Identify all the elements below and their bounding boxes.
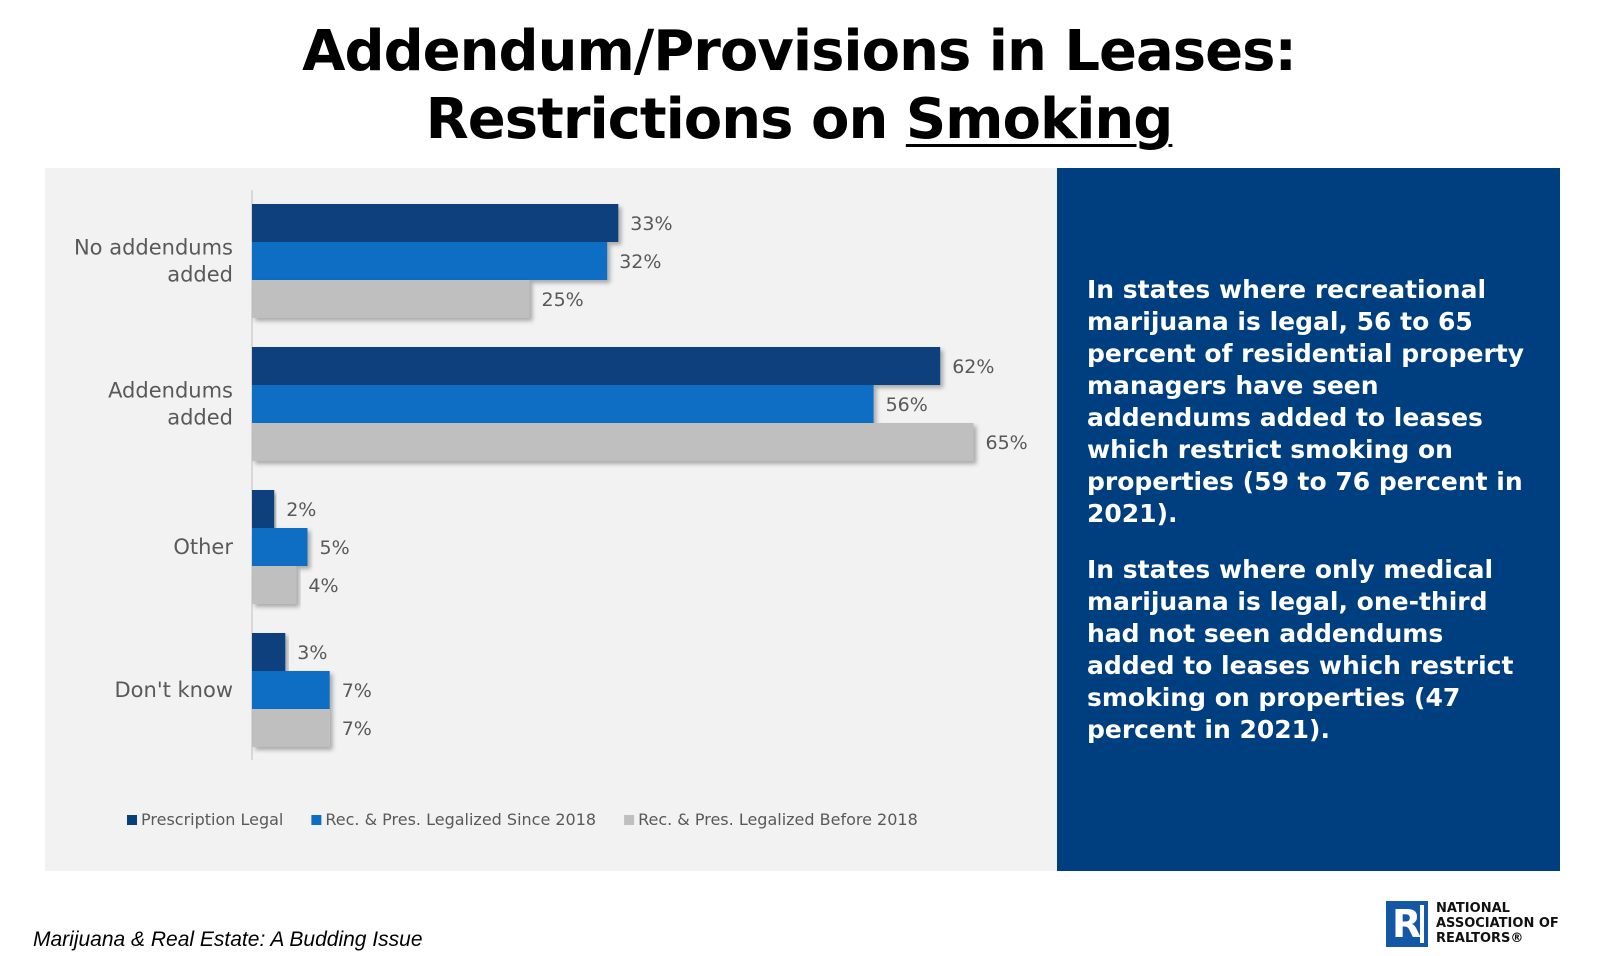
legend-swatch bbox=[624, 815, 635, 825]
bars bbox=[252, 204, 974, 747]
bar bbox=[252, 490, 275, 528]
bar bbox=[252, 242, 608, 280]
legend-label: Rec. & Pres. Legalized Before 2018 bbox=[638, 810, 918, 829]
title-line-2: Restrictions on Smoking bbox=[0, 86, 1598, 154]
category-label: Don't know bbox=[114, 678, 233, 702]
data-label: 4% bbox=[308, 575, 338, 597]
nar-logo-text: NATIONAL ASSOCIATION OF REALTORS® bbox=[1436, 901, 1559, 946]
bar bbox=[252, 204, 619, 242]
title-underlined-word: Smoking bbox=[905, 87, 1174, 152]
title-line-2-prefix: Restrictions on bbox=[425, 87, 906, 152]
bar bbox=[252, 385, 874, 423]
realtor-r-icon: R bbox=[1386, 901, 1428, 947]
bar bbox=[252, 671, 330, 709]
legend: Prescription Legal Rec. & Pres. Legalized… bbox=[127, 810, 918, 829]
bar bbox=[252, 347, 941, 385]
bar bbox=[252, 423, 974, 461]
data-label: 65% bbox=[986, 432, 1028, 454]
bar bbox=[252, 709, 330, 747]
title-line-1: Addendum/Provisions in Leases: bbox=[302, 19, 1297, 84]
bar-chart: No addendums added Addendums added Other Don'… bbox=[74, 190, 1028, 829]
legend-swatch bbox=[127, 815, 137, 825]
data-label: 56% bbox=[886, 394, 928, 416]
nar-logo: R NATIONAL ASSOCIATION OF REALTORS® bbox=[1386, 899, 1586, 949]
page-title: Addendum/Provisions in Leases: Restricti… bbox=[0, 18, 1598, 154]
data-label: 5% bbox=[320, 537, 350, 559]
info-paragraph-1: In states where recreational marijuana i… bbox=[1087, 275, 1525, 528]
data-label: 3% bbox=[297, 642, 327, 664]
data-label: 2% bbox=[286, 499, 316, 521]
category-label: No addendums added bbox=[74, 236, 233, 287]
data-label: 7% bbox=[342, 718, 372, 740]
publication-title: Marijuana & Real Estate: A Budding Issue bbox=[33, 928, 423, 951]
legend-swatch bbox=[311, 815, 322, 825]
data-label: 25% bbox=[542, 289, 584, 311]
bar bbox=[252, 566, 297, 604]
legend-label: Rec. & Pres. Legalized Since 2018 bbox=[325, 810, 596, 829]
value-labels: 33% 32% 25% 62% 56% 65% 2%5% 4% 3% 7% 7% bbox=[286, 213, 1028, 740]
category-label: Other bbox=[173, 535, 233, 559]
legend-label: Prescription Legal bbox=[141, 810, 283, 829]
data-label: 32% bbox=[619, 251, 661, 273]
bar bbox=[252, 528, 308, 566]
data-label: 62% bbox=[952, 356, 994, 378]
category-label: Addendums added bbox=[108, 379, 233, 430]
info-panel: In states where recreational marijuana i… bbox=[1057, 168, 1560, 871]
category-labels: No addendums added Addendums added Other Don'… bbox=[74, 236, 233, 703]
info-paragraph-2: In states where only medical marijuana i… bbox=[1087, 555, 1514, 744]
bar bbox=[252, 633, 286, 671]
data-label: 33% bbox=[630, 213, 672, 235]
data-label: 7% bbox=[342, 680, 372, 702]
bar bbox=[252, 280, 530, 318]
chart-panel: No addendums added Addendums added Other Don'… bbox=[45, 168, 1057, 871]
